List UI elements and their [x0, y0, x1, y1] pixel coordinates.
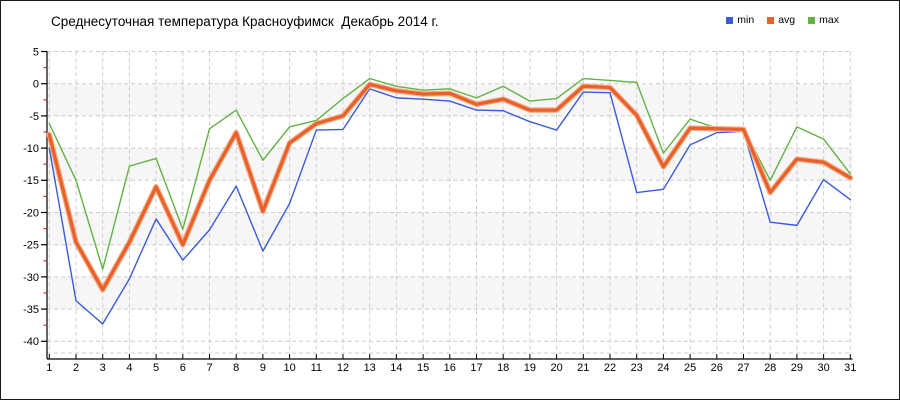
svg-text:-5: -5	[29, 111, 39, 123]
svg-text:0: 0	[33, 79, 39, 91]
svg-text:15: 15	[417, 362, 429, 374]
legend-swatch-avg-icon	[767, 16, 775, 24]
y-axis-minor-ticks	[43, 66, 47, 326]
y-axis-ticks: 5 0 -5 -10 -15 -20 -25 -30 -35 -40	[23, 46, 47, 348]
svg-text:4: 4	[126, 362, 132, 374]
svg-text:13: 13	[364, 362, 376, 374]
svg-text:6: 6	[180, 362, 186, 374]
chart-title: Среднесуточная температура Красноуфимск …	[51, 14, 439, 29]
svg-text:10: 10	[283, 362, 295, 374]
svg-text:2: 2	[73, 362, 79, 374]
svg-text:5: 5	[33, 46, 39, 58]
svg-text:8: 8	[233, 362, 239, 374]
svg-text:-25: -25	[23, 240, 39, 252]
svg-text:-40: -40	[23, 336, 39, 348]
legend-label-max: max	[819, 14, 839, 26]
svg-text:31: 31	[844, 362, 856, 374]
svg-text:12: 12	[337, 362, 349, 374]
svg-text:26: 26	[711, 362, 723, 374]
svg-text:28: 28	[764, 362, 776, 374]
svg-text:-10: -10	[23, 143, 39, 155]
grid	[47, 51, 853, 354]
svg-text:-15: -15	[23, 175, 39, 187]
svg-text:16: 16	[444, 362, 456, 374]
svg-text:29: 29	[791, 362, 803, 374]
legend-item-max[interactable]: max	[808, 14, 839, 26]
svg-text:-35: -35	[23, 304, 39, 316]
svg-text:14: 14	[390, 362, 402, 374]
legend-swatch-min-icon	[726, 16, 734, 24]
svg-text:9: 9	[260, 362, 266, 374]
series-avg-line	[46, 81, 854, 293]
svg-text:20: 20	[550, 362, 562, 374]
svg-text:-20: -20	[23, 207, 39, 219]
svg-text:17: 17	[470, 362, 482, 374]
svg-text:19: 19	[524, 362, 536, 374]
svg-text:11: 11	[311, 362, 322, 374]
svg-text:-30: -30	[23, 272, 39, 284]
svg-text:5: 5	[153, 362, 159, 374]
legend-item-min[interactable]: min	[726, 14, 754, 26]
legend-item-avg[interactable]: avg	[767, 14, 795, 26]
series-min-line	[48, 88, 851, 325]
svg-text:7: 7	[206, 362, 212, 374]
legend: min avg max	[726, 14, 839, 26]
legend-label-min: min	[737, 14, 755, 26]
svg-text:3: 3	[100, 362, 106, 374]
svg-text:23: 23	[631, 362, 643, 374]
svg-text:21: 21	[577, 362, 589, 374]
svg-text:22: 22	[604, 362, 616, 374]
legend-label-avg: avg	[778, 14, 796, 26]
svg-text:1: 1	[46, 362, 52, 374]
svg-text:30: 30	[817, 362, 829, 374]
svg-text:24: 24	[657, 362, 669, 374]
x-axis-ticks: 1 2 3 4 5 6 7 8 9 10 11 12 13 14 15 16 17 18 19 20 21 22 23 24 2…	[46, 354, 856, 374]
svg-text:25: 25	[684, 362, 696, 374]
legend-swatch-max-icon	[808, 16, 816, 24]
svg-text:27: 27	[737, 362, 749, 374]
svg-text:18: 18	[497, 362, 509, 374]
